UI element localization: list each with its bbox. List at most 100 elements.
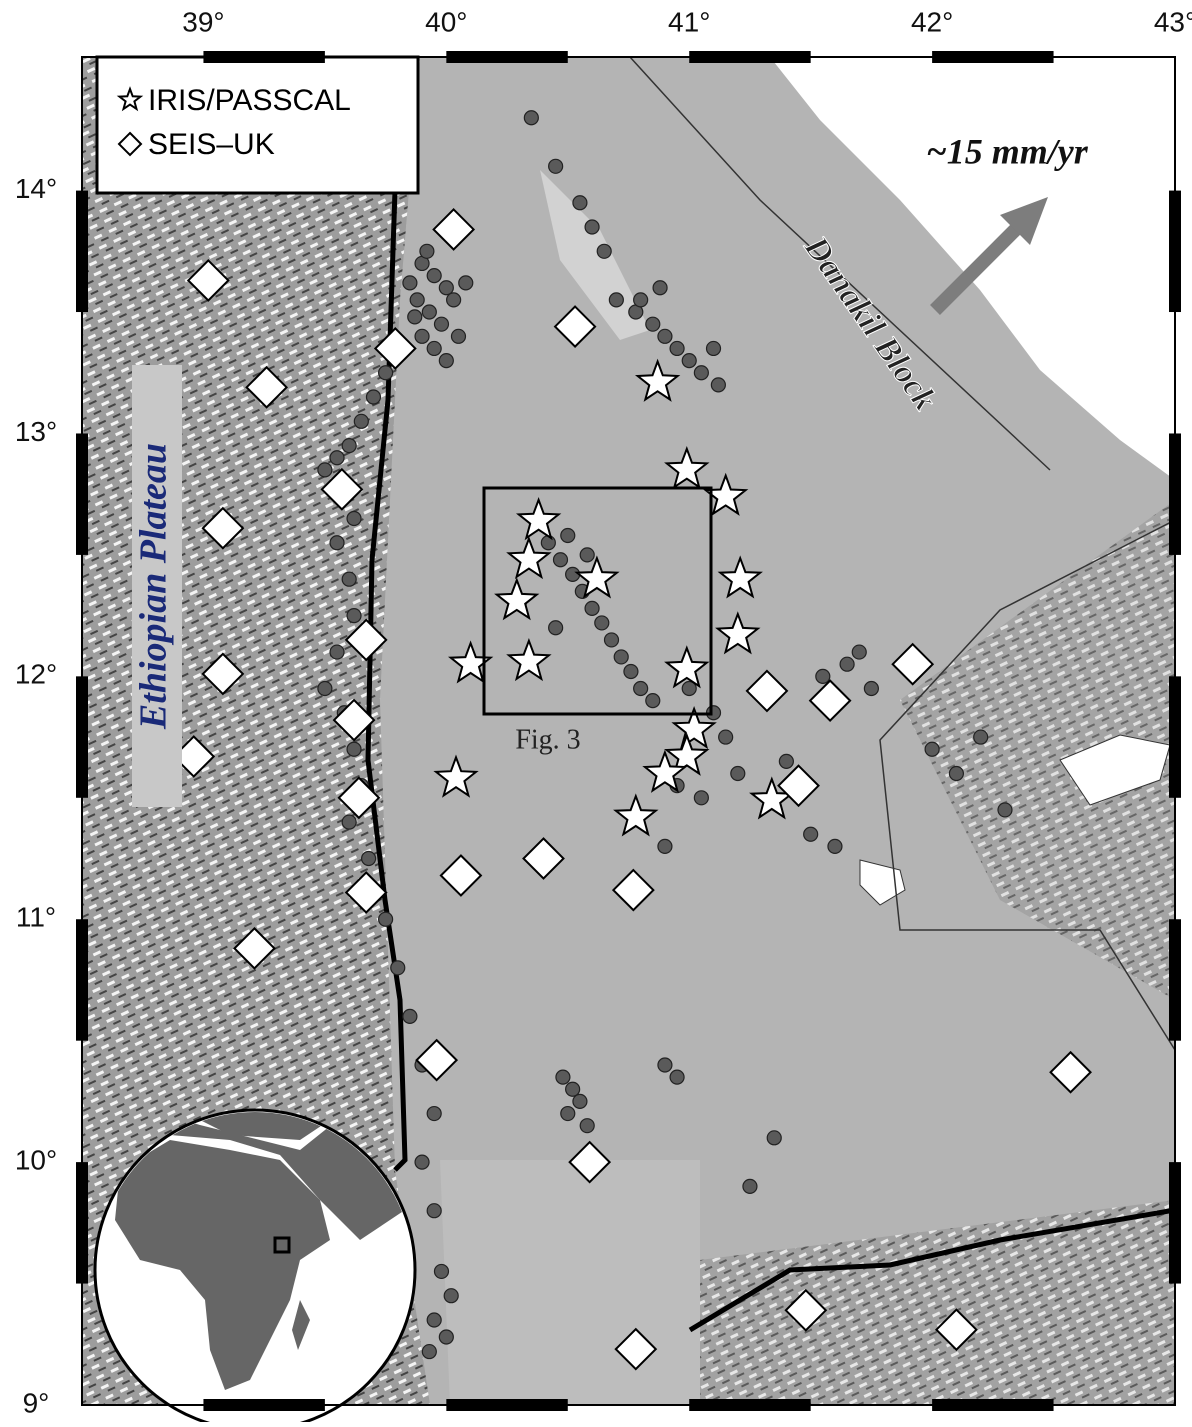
earthquake [366,390,380,404]
y-tick-label: 12° [15,659,57,690]
earthquake [561,1107,575,1121]
earthquake [444,1289,458,1303]
earthquake [767,1131,781,1145]
earthquake [415,1155,429,1169]
earthquake [779,754,793,768]
y-tick-label: 14° [15,173,57,204]
earthquake [998,803,1012,817]
earthquake [347,609,361,623]
y-tick-label: 13° [15,416,57,447]
earthquake [427,341,441,355]
earthquake [566,1082,580,1096]
earthquake [585,601,599,615]
earthquake [362,852,376,866]
earthquake [658,839,672,853]
earthquake [427,1204,441,1218]
earthquake [604,633,618,647]
y-tick-label: 10° [15,1145,57,1176]
earthquake [403,276,417,290]
earthquake [318,463,332,477]
x-tick-label: 39° [182,6,224,37]
earthquake [634,681,648,695]
earthquake [614,650,628,664]
earthquake [573,196,587,210]
legend: IRIS/PASSCAL SEIS–UK [97,57,418,193]
legend-label: SEIS–UK [148,128,275,161]
earthquake [852,645,866,659]
earthquake [556,1070,570,1084]
earthquake [439,281,453,295]
earthquake [415,329,429,343]
earthquake [379,366,393,380]
earthquake [427,1107,441,1121]
earthquake [595,616,609,630]
earthquake [410,293,424,307]
earthquake [330,451,344,465]
plateau-label: Ethiopian Plateau [133,443,175,730]
legend-label: IRIS/PASSCAL [148,84,351,117]
earthquake [580,548,594,562]
earthquake [459,276,473,290]
earthquake [646,317,660,331]
y-tick-label: 9° [23,1387,50,1418]
earthquake [434,1264,448,1278]
earthquake [549,159,563,173]
earthquake [743,1179,757,1193]
rate-label: ~15 mm/yr [926,131,1088,171]
earthquake [646,694,660,708]
earthquake [391,961,405,975]
earthquake [580,1119,594,1133]
earthquake [541,536,555,550]
map-figure: Fig. 3 Ethiopian Plateau Danakil Block ~… [0,0,1192,1422]
earthquake [707,341,721,355]
earthquake [949,767,963,781]
earthquake [347,511,361,525]
earthquake [342,815,356,829]
earthquake [330,536,344,550]
earthquake [658,329,672,343]
earthquake [330,645,344,659]
earthquake [864,681,878,695]
x-tick-label: 40° [425,6,467,37]
earthquake [658,1058,672,1072]
earthquake [597,244,611,258]
earthquake [925,742,939,756]
earthquake [553,553,567,567]
earthquake [670,341,684,355]
earthquake [379,912,393,926]
earthquake [427,1313,441,1327]
earthquake [694,366,708,380]
earthquake [719,730,733,744]
earthquake [524,111,538,125]
x-tick-label: 42° [911,6,953,37]
earthquake [561,528,575,542]
inset-box-label: Fig. 3 [515,724,580,755]
earthquake [804,827,818,841]
earthquake [434,317,448,331]
x-tick-label: 41° [668,6,710,37]
earthquake [422,305,436,319]
earthquake [342,439,356,453]
earthquake [840,657,854,671]
earthquake [347,742,361,756]
earthquake [670,1070,684,1084]
earthquake [408,310,422,324]
earthquake [731,767,745,781]
earthquake [694,791,708,805]
earthquake [403,1009,417,1023]
earthquake [451,329,465,343]
y-tick-label: 11° [16,902,56,933]
earthquake [422,1345,436,1359]
earthquake [439,1330,453,1344]
earthquake [609,293,623,307]
earthquake [342,572,356,586]
earthquake [711,378,725,392]
earthquake [439,354,453,368]
earthquake [354,414,368,428]
earthquake [318,681,332,695]
x-tick-label: 43° [1154,6,1192,37]
earthquake [420,244,434,258]
page: {"map": { "xlim": [38.5, 43], "ylim": [9… [0,0,1192,1422]
earthquake [682,354,696,368]
earthquake [624,664,638,678]
